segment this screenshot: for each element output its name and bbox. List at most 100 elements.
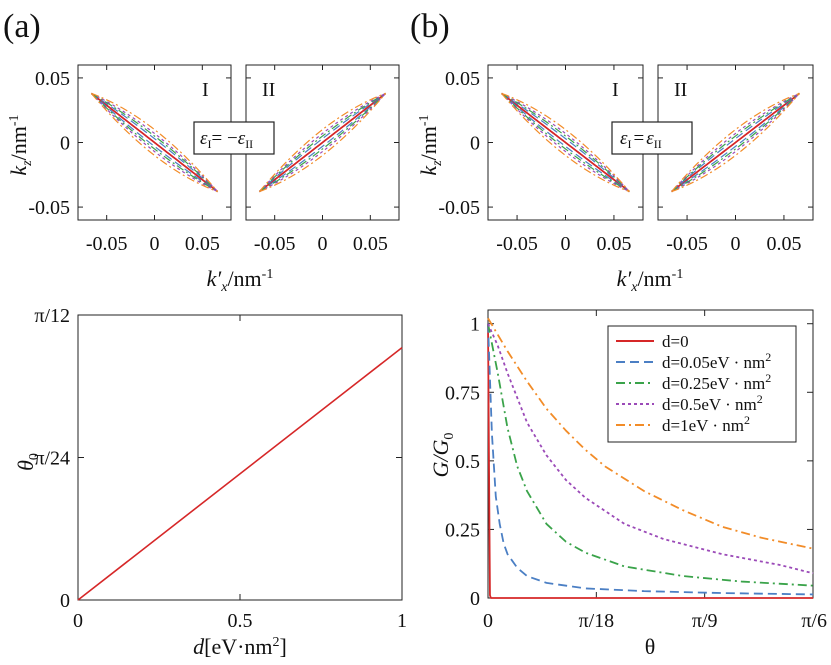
- panel-a-top: -0.05 0 0.050.050-0.05-0.05 0 0.05 I II εI= …: [6, 64, 400, 295]
- y-tick-label: π/24: [34, 447, 70, 469]
- dispersion-curve: [501, 92, 630, 193]
- y-tick-label: 0: [60, 133, 70, 155]
- y-tick-label: -0.05: [28, 197, 70, 219]
- x-tick-label: 1: [397, 610, 407, 632]
- y-tick-label: 0.25: [445, 519, 480, 541]
- dispersion-curve: [671, 92, 800, 193]
- annotation-sub-2: II: [654, 137, 662, 151]
- y-tick-label: 0: [470, 588, 480, 610]
- dispersion-curve: [90, 92, 218, 193]
- panel-b-top-ylabel: kz/nm-1: [416, 114, 445, 175]
- panel-a-label: (a): [3, 8, 41, 45]
- annotation-eps-1: ε: [200, 128, 208, 149]
- panel-a-subplot-II-label: II: [262, 79, 275, 101]
- dispersion-curve: [671, 92, 800, 193]
- legend-label: d=0.05eV · nm2: [662, 350, 771, 372]
- x-tick-label: π/6: [801, 610, 827, 632]
- y-tick-label: 1: [470, 314, 480, 336]
- dispersion-curve: [501, 92, 630, 192]
- dispersion-curve: [671, 92, 800, 192]
- dispersion-curve: [91, 92, 219, 193]
- dispersion-curve: [501, 92, 630, 193]
- y-tick-label: 0.75: [445, 382, 480, 404]
- panel-a-top-ylabel: kz/nm-1: [6, 114, 35, 175]
- panel-a-bottom: 0 0.5 1 0 π/24 π/12 θ0 d[eV·nm2]: [13, 305, 407, 659]
- legend-label: d=0: [662, 332, 689, 351]
- y-tick-label: 0: [470, 133, 480, 155]
- panel-b-subplot-II-label: II: [674, 79, 687, 101]
- x-tick-label: -0.05: [666, 233, 708, 255]
- conductance-curve: [487, 323, 814, 599]
- y-tick-label: 0: [60, 590, 70, 612]
- dispersion-curve: [259, 92, 387, 193]
- panel-b-annotation: εI = εII: [620, 128, 662, 151]
- dispersion-curve: [671, 93, 800, 193]
- dispersion-curve: [671, 92, 800, 193]
- x-tick-label: 0: [731, 233, 741, 255]
- dispersion-curve: [258, 92, 387, 193]
- dispersion-curve: [501, 92, 630, 193]
- legend-label: d=0.25eV · nm2: [662, 371, 771, 393]
- annotation-equals: =: [634, 128, 645, 149]
- x-tick-label: 0: [318, 233, 328, 255]
- x-tick-label: 0: [150, 233, 160, 255]
- dispersion-curve: [671, 93, 800, 193]
- x-tick-label: -0.05: [254, 233, 296, 255]
- y-tick-label: 0.05: [35, 68, 70, 90]
- dispersion-curve: [258, 92, 386, 192]
- annotation-sub-1: I: [208, 137, 212, 151]
- x-tick-label: 0: [561, 233, 571, 255]
- x-tick-label: 0.05: [185, 233, 220, 255]
- panel-a-bottom-frame: [77, 314, 403, 601]
- x-tick-label: 0: [73, 610, 83, 632]
- panel-b-bottom-xlabel: θ: [645, 634, 656, 659]
- x-tick-label: 0.5: [228, 610, 253, 632]
- panel-a-annotation-box: [193, 121, 275, 155]
- panel-b-subplot-I-label: I: [612, 79, 619, 101]
- dispersion-curve: [258, 92, 386, 193]
- x-tick-label: π/18: [579, 610, 615, 632]
- x-tick-label: 0.05: [596, 233, 631, 255]
- annotation-eps-2: ε: [646, 128, 654, 149]
- panel-b-top-xlabel: k′x/nm-1: [617, 266, 684, 295]
- dispersion-curve: [259, 93, 387, 193]
- panel-b-bottom-ylabel: G/G0: [428, 433, 457, 478]
- legend-label: d=1eV · nm2: [662, 413, 750, 435]
- panel-b-label: (b): [410, 8, 450, 45]
- dispersion-curve: [91, 92, 219, 193]
- conductance-curve: [487, 323, 814, 575]
- dispersion-curve: [91, 92, 219, 192]
- dispersion-curve: [501, 92, 630, 193]
- annotation-sub-2: II: [245, 137, 253, 151]
- dispersion-curve: [671, 92, 800, 193]
- dispersion-curve: [90, 92, 218, 193]
- x-tick-label: 0: [483, 610, 493, 632]
- theta0-line: [77, 346, 403, 601]
- panel-b-annotation-box: [611, 121, 693, 155]
- dispersion-curve: [91, 92, 219, 192]
- legend-label: d=0.5eV · nm2: [662, 392, 763, 414]
- dispersion-curve: [501, 93, 630, 193]
- conductance-curve: [487, 323, 814, 587]
- x-tick-label: π/9: [692, 610, 718, 632]
- y-tick-label: π/12: [34, 305, 70, 327]
- dispersion-curve: [501, 92, 630, 193]
- dispersion-curve: [259, 93, 387, 193]
- annotation-eps-2: ε: [238, 128, 246, 149]
- annotation-equals: = −: [212, 128, 238, 149]
- panel-a-bottom-xlabel: d[eV·nm2]: [193, 634, 287, 659]
- panel-b-bottom: 0 π/18 π/9 π/6 0 0.25 0.5 0.75 1 d=0d=0.05eV · n…: [428, 309, 827, 659]
- y-tick-label: -0.05: [438, 197, 480, 219]
- dispersion-curve: [258, 92, 386, 193]
- dispersion-curve: [501, 92, 630, 192]
- dispersion-curve: [90, 92, 219, 193]
- panel-a-top-xlabel: k′x/nm-1: [207, 266, 274, 295]
- dispersion-curve: [671, 92, 800, 192]
- panel-a-annotation: εI= −εII: [200, 128, 253, 151]
- x-tick-label: 0.05: [766, 233, 801, 255]
- panel-a-bottom-ylabel: θ0: [13, 453, 42, 471]
- x-tick-label: -0.05: [496, 233, 538, 255]
- dispersion-curve: [501, 93, 630, 193]
